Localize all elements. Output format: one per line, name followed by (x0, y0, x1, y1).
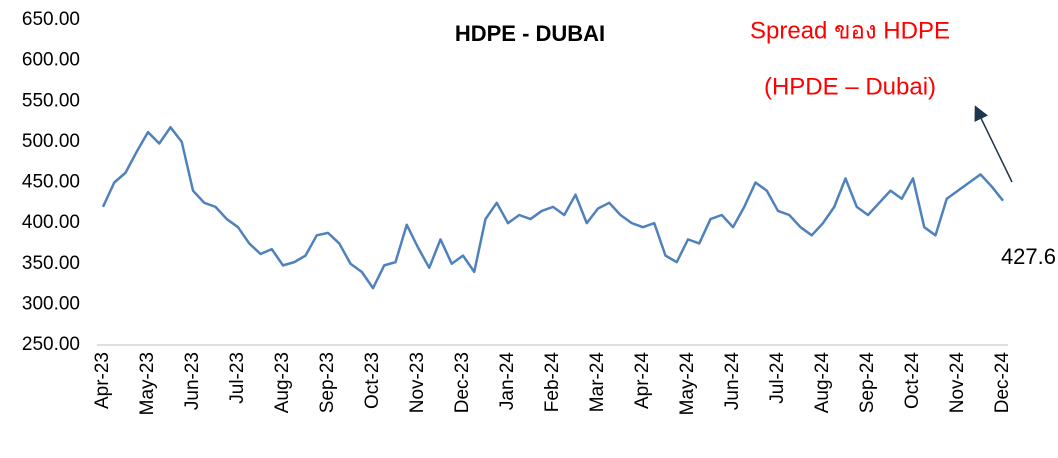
x-tick-label: Oct-23 (362, 352, 383, 409)
y-tick-label: 600.00 (22, 50, 80, 71)
y-tick-label: 550.00 (22, 90, 80, 111)
x-tick-label: Nov-23 (407, 352, 428, 413)
x-tick-label: Sep-23 (317, 352, 338, 413)
annotation: (HPDE – Dubai) (764, 73, 936, 100)
chart-title: HDPE - DUBAI (455, 21, 605, 46)
arrow (974, 105, 1013, 183)
x-tick-label: Nov-24 (947, 352, 968, 414)
y-tick-label: 400.00 (22, 212, 80, 233)
y-tick-label: 250.00 (22, 334, 80, 355)
y-tick-label: 350.00 (22, 253, 80, 274)
y-tick-label: 500.00 (22, 131, 80, 152)
x-tick-label: Jan-24 (497, 352, 518, 411)
x-tick-label: May-24 (677, 352, 698, 416)
x-tick-label: Oct-24 (902, 352, 923, 409)
x-tick-label: Aug-23 (272, 352, 293, 413)
x-tick-label: Aug-24 (812, 352, 833, 414)
x-tick-label: Apr-23 (92, 352, 113, 409)
annotation: Spread ของ HDPE (750, 17, 950, 44)
x-tick-label: Mar-24 (587, 352, 608, 413)
y-tick-label: 300.00 (22, 293, 80, 314)
x-tick-label: May-23 (137, 352, 158, 415)
value-annotation: 427.6 (1001, 244, 1056, 269)
x-tick-label: Jul-23 (227, 352, 248, 404)
x-tick-label: Apr-24 (632, 352, 653, 409)
y-tick-label: 650.00 (22, 9, 80, 30)
x-tick-label: Jul-24 (767, 352, 788, 404)
line-series (101, 126, 1004, 290)
x-tick-label: Dec-24 (992, 352, 1013, 414)
x-tick-label: Jun-24 (722, 352, 743, 411)
x-tick-label: Jun-23 (182, 352, 203, 410)
x-tick-label: Sep-24 (857, 352, 878, 414)
y-tick-label: 450.00 (22, 172, 80, 193)
x-tick-label: Feb-24 (542, 352, 563, 413)
x-tick-label: Dec-23 (452, 352, 473, 413)
